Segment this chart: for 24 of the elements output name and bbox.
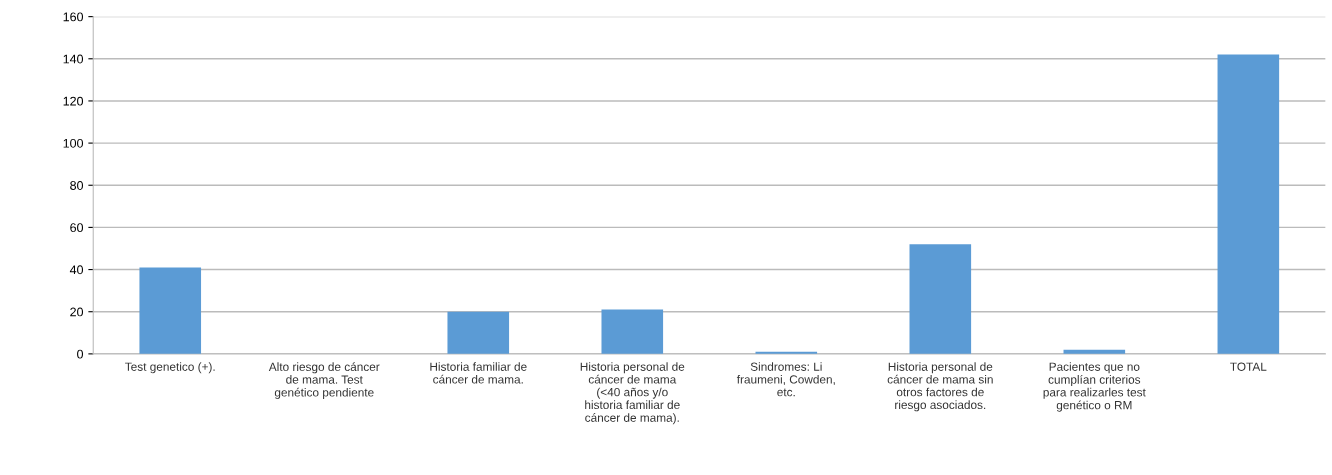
bar [1063,349,1126,354]
bar [1217,54,1280,354]
x-tick-label: Pacientes que no cumplían criterios para realizarles test genético o RM [1043,362,1146,412]
y-tick-label: 40 [69,265,84,275]
y-tick-label: 160 [63,12,84,22]
y-tick-label: 0 [77,349,84,359]
bar [447,311,510,354]
y-tick-label: 20 [70,307,84,317]
bar [755,351,818,354]
y-tick-label: 140 [63,54,84,64]
x-tick-label: TOTAL [1230,362,1267,371]
y-tick-label: 120 [63,96,84,106]
x-tick-label: Historia familiar de cáncer de mama. [430,362,527,384]
bar [601,309,664,354]
x-tick-label: Test genetico (+). [125,362,215,374]
x-tick-label: Historia personal de cáncer de mama (<40 años y/o historia familiar de cáncer de mama). [580,362,685,425]
x-tick-label: Historia personal de cáncer de mama sin otros factores de riesgo asociados. [887,362,993,412]
x-tick-label: Alto riesgo de cáncer de mama. Test genético pendiente [268,362,380,399]
y-tick-label: 100 [63,138,84,148]
y-tick-label: 60 [70,223,84,233]
x-tick-label: Sindromes: Li fraumeni, Cowden, etc. [736,362,835,397]
bar [139,267,202,354]
y-tick-label: 80 [70,181,84,190]
bar [909,244,972,354]
